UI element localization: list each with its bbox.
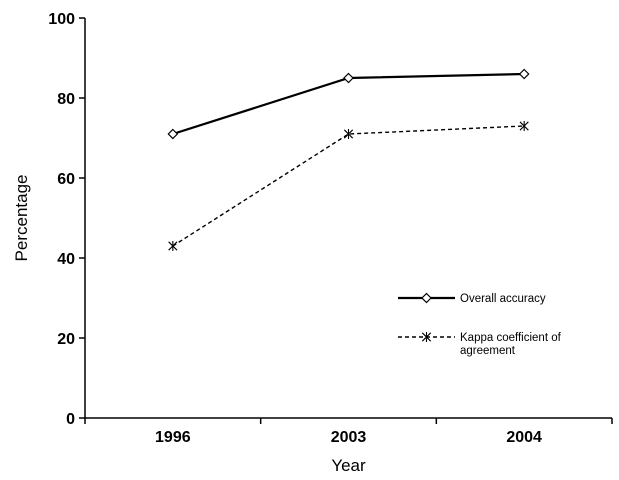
y-tick-label: 60 [57, 171, 75, 188]
data-point-series-2 [168, 241, 178, 251]
y-tick-label: 40 [57, 251, 75, 268]
data-point-series-1 [343, 72, 354, 84]
y-tick-label: 100 [48, 11, 75, 28]
y-tick-label: 0 [66, 411, 75, 428]
data-point-series-2 [519, 121, 529, 131]
y-tick-label: 80 [57, 91, 75, 108]
legend-label-series-2-line-2: agreement [460, 345, 516, 357]
legend-label-series-1: Overall accuracy [460, 293, 546, 305]
series-layer [167, 68, 530, 251]
x-tick-label: 1996 [155, 429, 191, 446]
y-tick-label: 20 [57, 331, 75, 348]
legend: Overall accuracy Kappa coefficient ofagre… [398, 292, 562, 357]
x-tick-label: 2003 [331, 429, 367, 446]
legend-label-series-2-line-1: Kappa coefficient of [460, 332, 562, 344]
legend-marker-series-1 [421, 292, 432, 304]
legend-marker-series-2 [421, 332, 432, 342]
axes-layer: 0 20 40 60 80 100 1996 2003 2004 Year Percentage [12, 11, 613, 475]
data-point-series-2 [343, 129, 354, 139]
x-tick-label: 2004 [506, 429, 542, 446]
series-line-2 [172, 125, 525, 247]
data-point-series-1 [518, 68, 530, 80]
x-axis-title: Year [331, 456, 366, 475]
y-axis-title: Percentage [12, 175, 31, 262]
data-point-series-1 [167, 128, 179, 140]
